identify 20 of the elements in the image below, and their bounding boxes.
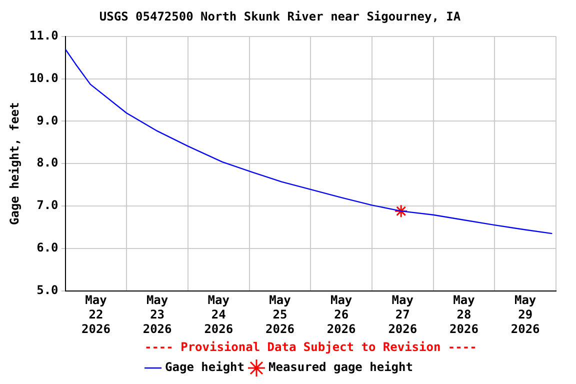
y-tick-label: 6.0	[36, 240, 58, 255]
y-tick-label: 8.0	[36, 156, 58, 170]
y-tick-label: 7.0	[36, 198, 58, 212]
x-tick-label: May 27 2026	[388, 293, 418, 336]
x-tick-label: May 25 2026	[266, 293, 294, 336]
x-tick-label: May 26 2026	[326, 293, 356, 336]
x-tick-label: May 24 2026	[204, 293, 234, 336]
y-tick-label: 5.0	[36, 282, 58, 297]
x-tick-label: May 28 2026	[450, 293, 478, 336]
y-tick-label: 9.0	[36, 113, 58, 128]
legend-label: Gage height	[165, 360, 245, 374]
text: ---- Provisional Data Subject to Revision ----	[144, 340, 477, 354]
y-tick-label: 11.0	[29, 28, 58, 43]
x-tick-label: May 23 2026	[142, 293, 172, 336]
x-tick-label: May 29 2026	[510, 293, 540, 336]
y-axis-title: Gage height, feet	[7, 102, 22, 226]
x-tick-label: May 22 2026	[82, 293, 110, 336]
legend-label: Measured gage height	[268, 360, 413, 374]
y-tick-label: 10.0	[29, 70, 58, 85]
chart-title: USGS 05472500 North Skunk River near Sigourney, IA	[99, 9, 462, 24]
